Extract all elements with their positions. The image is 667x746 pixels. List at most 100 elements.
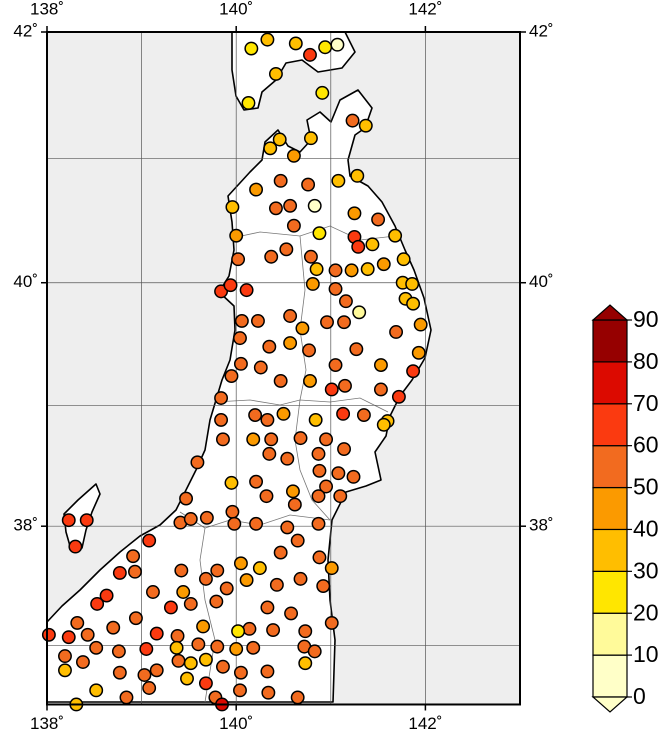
station-point (233, 665, 248, 680)
colorbar-segment (592, 403, 628, 447)
station-point (280, 520, 295, 535)
colorbar-label: 80 (633, 348, 659, 374)
station-point (99, 588, 114, 603)
station-point (338, 378, 352, 393)
station-point (290, 690, 305, 705)
station-point (248, 408, 263, 423)
frame (46, 31, 521, 706)
colorbar-segment (592, 528, 628, 572)
colorbar-segment (592, 612, 628, 656)
station-point (90, 596, 105, 611)
station-point (309, 262, 324, 277)
station-point (223, 278, 238, 293)
station-point (198, 676, 213, 691)
station-point (319, 432, 334, 447)
station-point (286, 148, 301, 163)
station-point (89, 640, 104, 655)
station-point (331, 173, 346, 188)
station-point (183, 512, 198, 526)
station-point (406, 296, 421, 311)
station-point (191, 637, 206, 652)
station-point (70, 615, 85, 630)
station-point (146, 585, 160, 599)
colorbar-segment (592, 445, 628, 489)
station-point (111, 644, 126, 659)
station-point (337, 315, 351, 330)
station-point (272, 132, 287, 147)
station-point (312, 550, 327, 565)
station-point (302, 343, 316, 358)
station-point (269, 577, 284, 592)
station-point (180, 671, 194, 686)
colorbar-segment (592, 486, 628, 531)
station-point (388, 228, 403, 243)
station-point (259, 489, 274, 504)
station-point (214, 412, 229, 427)
station-point (210, 563, 225, 578)
station-point (273, 373, 288, 388)
station-point (224, 369, 239, 384)
station-point (315, 85, 330, 100)
station-point (308, 412, 323, 427)
station-point (303, 131, 318, 146)
station-point (112, 565, 127, 580)
station-point (303, 249, 318, 264)
station-point (262, 339, 277, 354)
colorbar-label: 0 (633, 683, 646, 709)
colorbar-label: 40 (633, 516, 659, 542)
station-point (347, 206, 362, 221)
station-point (320, 315, 334, 330)
station-point (169, 640, 184, 655)
station-point (190, 455, 205, 470)
station-point (216, 432, 230, 447)
station-point (288, 36, 303, 51)
station-point (311, 516, 326, 531)
station-point (351, 239, 366, 254)
station-point (350, 168, 365, 183)
station-point (142, 681, 157, 695)
station-point (171, 653, 186, 668)
station-point (324, 561, 339, 576)
station-point (324, 615, 339, 630)
station-point (396, 252, 411, 267)
station-point (365, 237, 380, 252)
station-point (331, 466, 346, 481)
station-point (376, 257, 391, 272)
station-point (293, 571, 308, 586)
station-point (330, 37, 345, 52)
station-point (283, 336, 298, 350)
station-point (233, 356, 248, 371)
station-point (273, 173, 288, 188)
station-point (61, 630, 76, 645)
station-point (391, 389, 406, 404)
station-point (260, 32, 275, 47)
y-tick-label: 42˚ (529, 21, 554, 40)
station-point (345, 113, 360, 128)
station-point (183, 656, 198, 671)
station-point (280, 451, 295, 466)
station-point (58, 649, 72, 664)
station-point (210, 639, 225, 654)
station-point (405, 277, 420, 291)
station-point (219, 581, 234, 596)
station-point (333, 489, 348, 504)
station-point (307, 644, 322, 659)
station-point (68, 539, 83, 554)
station-point (216, 659, 230, 674)
station-point (268, 201, 283, 216)
station-point (246, 432, 261, 447)
colorbar-label: 90 (633, 306, 659, 332)
station-point (286, 218, 301, 233)
station-point (346, 469, 361, 484)
station-point (174, 563, 189, 578)
station-point (311, 446, 326, 461)
station-point (413, 317, 428, 332)
station-point (231, 624, 246, 639)
station-point (242, 621, 257, 636)
colorbar-segment (592, 570, 628, 614)
station-point (225, 200, 240, 215)
station-point (260, 664, 275, 679)
station-point (229, 228, 244, 243)
station-point (293, 431, 308, 446)
station-point (128, 611, 143, 626)
